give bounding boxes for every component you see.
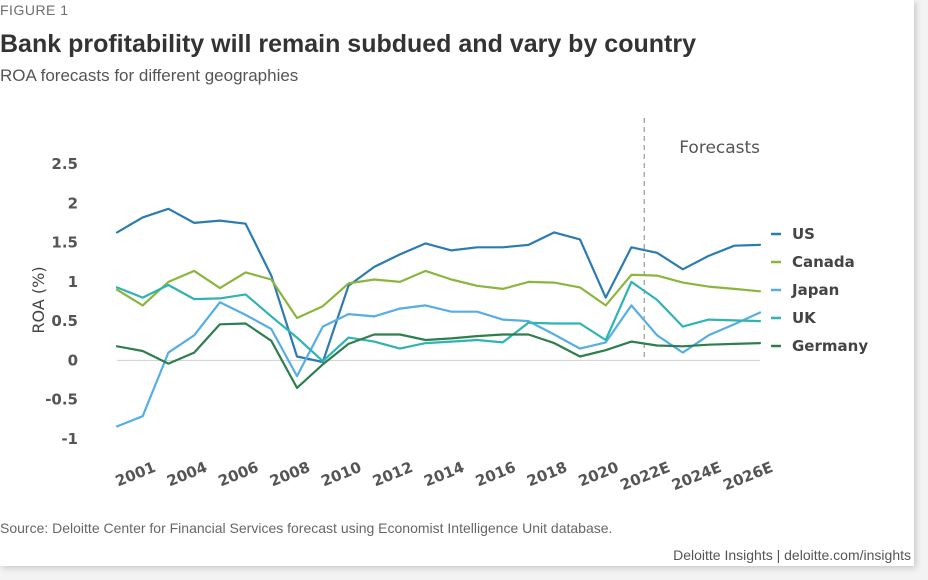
series-line-canada [115, 269, 762, 320]
legend: US Canada Japan UK Germany [771, 225, 868, 355]
figure-label: FIGURE 1 [0, 2, 69, 18]
legend-label-uk: UK [792, 309, 817, 327]
legend-label-germany: Germany [792, 337, 868, 355]
x-tick-label: 2024E [669, 458, 724, 494]
series-line-us [115, 207, 762, 364]
x-tick-label: 2020 [576, 458, 621, 490]
x-tick-label: 2001 [113, 458, 158, 490]
roa-line-chart: Forecasts 2.521.510.50-0.5-1 2001 2004 200… [29, 118, 868, 494]
y-tick-label: -0.5 [45, 391, 78, 409]
y-axis-ticks: 2.5 2 1.5 1 0.5 0 -0.5 -1 [45, 155, 78, 448]
x-tick-label: 2014 [421, 458, 466, 490]
series-lines [115, 207, 762, 428]
figure-card: FIGURE 1 Bank profitability will remain … [0, 0, 914, 566]
x-tick-label: 2004 [164, 458, 209, 490]
forecast-label: Forecasts [679, 138, 760, 158]
x-tick-label: 2022E [618, 458, 673, 494]
y-tick-label: 1 [68, 273, 78, 291]
chart-title: Bank profitability will remain subdued a… [0, 30, 696, 58]
y-axis-title: ROA (%) [29, 266, 48, 333]
x-tick-label: 2006 [216, 458, 261, 490]
y-tick-label: -1 [61, 430, 78, 448]
x-tick-label: 2010 [319, 458, 364, 490]
series-line-germany [115, 322, 762, 389]
y-tick-label: 0 [68, 351, 78, 369]
x-tick-label: 2018 [524, 458, 569, 490]
x-axis-ticks: 2001 2004 2006 2008 2010 2012 2014 2016 2018 2020… [113, 458, 776, 494]
y-tick-label: 2.5 [51, 155, 78, 173]
chart-subtitle: ROA forecasts for different geographies [0, 66, 299, 85]
forecast-region: Forecasts [643, 118, 760, 360]
x-tick-label: 2016 [473, 458, 518, 490]
y-tick-label: 1.5 [51, 234, 78, 252]
x-tick-label: 2012 [370, 458, 415, 490]
x-tick-label: 2008 [267, 458, 312, 490]
legend-label-canada: Canada [792, 253, 855, 271]
publisher-credit: Deloitte Insights | deloitte.com/insight… [673, 547, 911, 563]
legend-label-us: US [792, 225, 815, 243]
x-tick-label: 2026E [721, 458, 776, 494]
legend-label-japan: Japan [791, 281, 839, 299]
source-note: Source: Deloitte Center for Financial Se… [0, 520, 613, 536]
series-line-japan [115, 301, 762, 428]
series-line-uk [115, 280, 762, 363]
y-tick-label: 0.5 [51, 312, 78, 330]
y-tick-label: 2 [68, 194, 78, 212]
